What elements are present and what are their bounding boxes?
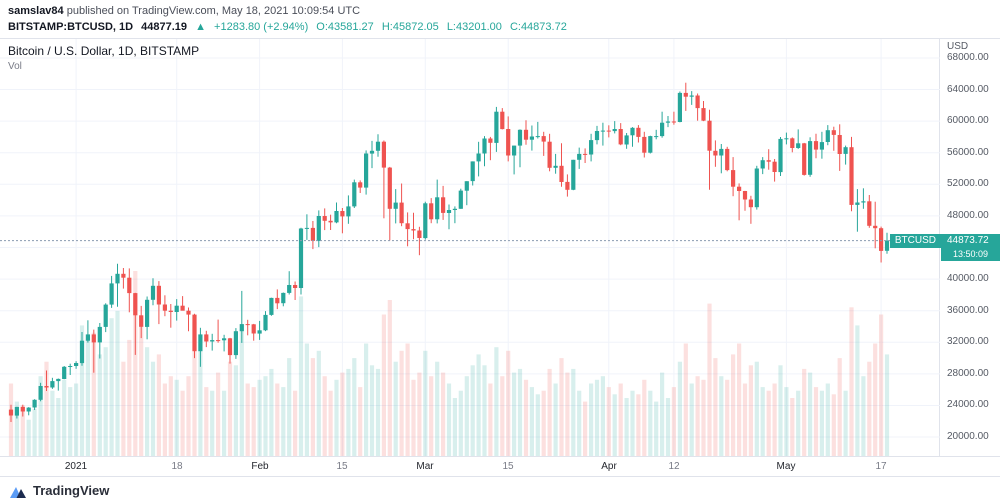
price-axis-label: 68000.00 — [947, 52, 989, 63]
time-axis-label: 18 — [171, 461, 183, 472]
price-axis-label: 60000.00 — [947, 115, 989, 126]
candlestick-plot[interactable]: Bitcoin / U.S. Dollar, 1D, BITSTAMP Vol — [0, 39, 940, 456]
time-axis-label: May — [776, 461, 796, 472]
volume-indicator-label: Vol — [8, 61, 22, 72]
badge-symbol: BTCUSD — [889, 234, 941, 248]
time-axis-label: Mar — [416, 461, 434, 472]
last-price-badge: BTCUSD 44873.72 13:50:09 — [889, 234, 1000, 261]
price-axis-label: 64000.00 — [947, 84, 989, 95]
price-axis-label: 28000.00 — [947, 368, 989, 379]
badge-price: 44873.72 — [941, 234, 1000, 248]
time-scale[interactable]: 2021 18 Feb 15 Mar 15 Apr 12 May 17 — [0, 456, 1000, 476]
price-axis-label: 36000.00 — [947, 305, 989, 316]
time-axis-label: 15 — [336, 461, 348, 472]
price-axis-label: 52000.00 — [947, 178, 989, 189]
price-axis-label: 24000.00 — [947, 399, 989, 410]
time-axis-label: Apr — [601, 461, 617, 472]
price-axis-label: 48000.00 — [947, 210, 989, 221]
change-arrow-icon: ▲ — [195, 21, 206, 33]
bar-countdown-timer: 13:50:09 — [941, 248, 1000, 261]
publish-line: samslav84 published on TradingView.com, … — [8, 5, 1000, 17]
time-axis-label: 2021 — [64, 461, 88, 472]
chart-canvas[interactable] — [0, 39, 940, 456]
publish-info: published on TradingView.com, May 18, 20… — [66, 5, 361, 17]
publish-header: samslav84 published on TradingView.com, … — [0, 0, 1000, 38]
time-axis-label: 12 — [668, 461, 680, 472]
brand-wordmark[interactable]: TradingView — [33, 483, 110, 498]
last-price-value: 44877.19 — [141, 21, 188, 33]
time-axis-label: Feb — [251, 461, 269, 472]
price-axis-label: 56000.00 — [947, 147, 989, 158]
currency-label: USD — [947, 41, 969, 52]
footer: TradingView — [0, 477, 1000, 504]
high-value: H:45872.05 — [381, 21, 439, 33]
symbol-line: BITSTAMP:BTCUSD, 1D 44877.19 ▲ +1283.80 … — [8, 21, 1000, 33]
price-axis-label: 20000.00 — [947, 431, 989, 442]
tradingview-logo-icon[interactable] — [9, 484, 27, 498]
price-change: +1283.80 (+2.94%) — [214, 21, 309, 33]
close-value: C:44873.72 — [509, 21, 567, 33]
low-value: L:43201.00 — [446, 21, 502, 33]
chart-title: Bitcoin / U.S. Dollar, 1D, BITSTAMP — [8, 44, 200, 58]
open-value: O:43581.27 — [316, 21, 374, 33]
author-link[interactable]: samslav84 — [8, 5, 64, 17]
time-axis-label: 17 — [875, 461, 887, 472]
price-axis-label: 40000.00 — [947, 273, 989, 284]
symbol-name: BITSTAMP:BTCUSD, 1D — [8, 21, 134, 33]
time-axis-label: 15 — [502, 461, 514, 472]
chart-container: Bitcoin / U.S. Dollar, 1D, BITSTAMP Vol … — [0, 38, 1000, 477]
price-axis-label: 32000.00 — [947, 336, 989, 347]
